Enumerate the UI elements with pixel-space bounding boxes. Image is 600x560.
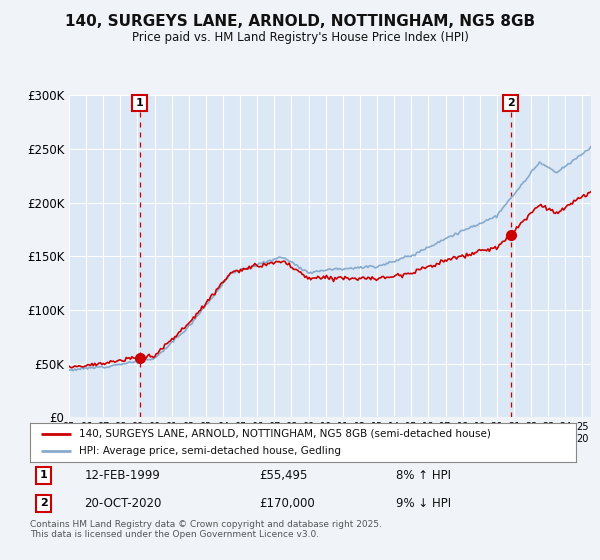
Text: 1: 1 <box>40 470 47 480</box>
Text: 2: 2 <box>40 498 47 508</box>
Text: 140, SURGEYS LANE, ARNOLD, NOTTINGHAM, NG5 8GB: 140, SURGEYS LANE, ARNOLD, NOTTINGHAM, N… <box>65 14 535 29</box>
Text: £55,495: £55,495 <box>259 469 308 482</box>
Text: Price paid vs. HM Land Registry's House Price Index (HPI): Price paid vs. HM Land Registry's House … <box>131 31 469 44</box>
Text: 2: 2 <box>506 98 514 108</box>
Text: Contains HM Land Registry data © Crown copyright and database right 2025.
This d: Contains HM Land Registry data © Crown c… <box>30 520 382 539</box>
Text: 8% ↑ HPI: 8% ↑ HPI <box>396 469 451 482</box>
Text: 140, SURGEYS LANE, ARNOLD, NOTTINGHAM, NG5 8GB (semi-detached house): 140, SURGEYS LANE, ARNOLD, NOTTINGHAM, N… <box>79 429 491 439</box>
Text: HPI: Average price, semi-detached house, Gedling: HPI: Average price, semi-detached house,… <box>79 446 341 456</box>
Text: 12-FEB-1999: 12-FEB-1999 <box>85 469 160 482</box>
Text: 20-OCT-2020: 20-OCT-2020 <box>85 497 162 510</box>
Text: £170,000: £170,000 <box>259 497 315 510</box>
Text: 9% ↓ HPI: 9% ↓ HPI <box>396 497 451 510</box>
Text: 1: 1 <box>136 98 143 108</box>
